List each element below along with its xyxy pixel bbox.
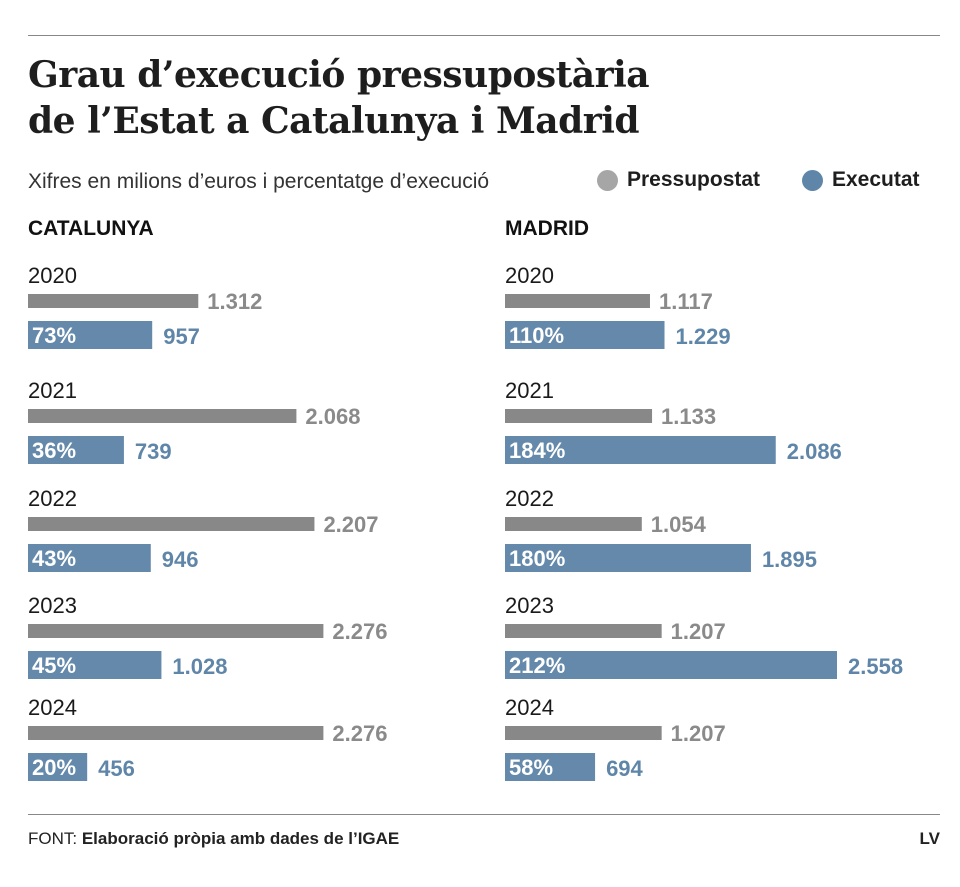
executed-bar-madrid-2021 (505, 436, 776, 464)
budget-bar-catalunya-2022 (28, 517, 315, 531)
budget-value-madrid-2020: 1.117 (659, 289, 713, 314)
budget-value-madrid-2024: 1.207 (671, 721, 726, 746)
year-label-catalunya-2024: 2024 (28, 695, 77, 720)
year-label-madrid-2024: 2024 (505, 695, 554, 720)
executed-bar-madrid-2022 (505, 544, 751, 572)
budget-bar-catalunya-2024 (28, 726, 324, 740)
title-line-2: de l’Estat a Catalunya i Madrid (28, 100, 640, 142)
execution-pct-catalunya-2020: 73% (32, 323, 76, 348)
executed-bar-catalunya-2023 (28, 651, 162, 679)
execution-pct-catalunya-2022: 43% (32, 546, 76, 571)
chart-subtitle: Xifres en milions d’euros i percentatge … (28, 170, 490, 193)
execution-pct-madrid-2022: 180% (509, 546, 565, 571)
executed-value-catalunya-2020: 957 (163, 324, 200, 349)
executed-bar-catalunya-2021 (28, 436, 124, 464)
year-label-madrid-2023: 2023 (505, 593, 554, 618)
executed-bar-catalunya-2024 (28, 753, 88, 781)
source-text: Elaboració pròpia amb dades de l’IGAE (81, 829, 400, 848)
executed-bar-madrid-2023 (505, 651, 837, 679)
bottom-rule (28, 814, 940, 815)
legend-budget-label: Pressupostat (627, 168, 761, 191)
year-label-catalunya-2021: 2021 (28, 378, 77, 403)
executed-bar-madrid-2024 (505, 753, 596, 781)
executed-value-madrid-2020: 1.229 (676, 324, 731, 349)
title-line-1: Grau d’execució pressupostària (28, 54, 650, 96)
source-prefix: FONT: (28, 829, 78, 848)
top-rule (28, 35, 940, 36)
executed-value-catalunya-2021: 739 (135, 439, 172, 464)
legend-executed: Executat (802, 168, 920, 192)
year-label-catalunya-2020: 2020 (28, 263, 77, 288)
region-title-madrid: MADRID (505, 217, 589, 240)
source-note: FONT: Elaboració pròpia amb dades de l’I… (28, 829, 399, 849)
execution-pct-madrid-2023: 212% (509, 653, 565, 678)
executed-value-madrid-2021: 2.086 (787, 439, 842, 464)
budget-value-madrid-2023: 1.207 (671, 619, 726, 644)
legend-budget-swatch (597, 169, 618, 191)
region-title-catalunya: CATALUNYA (28, 217, 154, 240)
year-label-madrid-2021: 2021 (505, 378, 554, 403)
budget-value-madrid-2021: 1.133 (661, 404, 716, 429)
budget-value-catalunya-2022: 2.207 (323, 512, 378, 537)
executed-bar-catalunya-2020 (28, 321, 153, 349)
budget-value-catalunya-2024: 2.276 (332, 721, 387, 746)
executed-value-madrid-2022: 1.895 (762, 547, 817, 572)
budget-bar-catalunya-2021 (28, 409, 297, 423)
budget-bar-catalunya-2023 (28, 624, 324, 638)
budget-bar-madrid-2021 (505, 409, 653, 423)
executed-value-catalunya-2022: 946 (162, 547, 199, 572)
budget-bar-madrid-2022 (505, 517, 642, 531)
executed-value-catalunya-2023: 1.028 (172, 654, 227, 679)
executed-bar-madrid-2020 (505, 321, 665, 349)
budget-value-catalunya-2020: 1.312 (207, 289, 262, 314)
year-label-madrid-2022: 2022 (505, 486, 554, 511)
legend-executed-swatch (802, 169, 823, 191)
execution-pct-madrid-2024: 58% (509, 755, 553, 780)
execution-pct-catalunya-2024: 20% (32, 755, 76, 780)
budget-bar-madrid-2023 (505, 624, 662, 638)
execution-pct-catalunya-2023: 45% (32, 653, 76, 678)
budget-bar-madrid-2020 (505, 294, 650, 308)
execution-pct-madrid-2021: 184% (509, 438, 565, 463)
chart-title: Grau d’execució pressupostària de l’Esta… (28, 52, 650, 144)
execution-pct-catalunya-2021: 36% (32, 438, 76, 463)
year-label-catalunya-2022: 2022 (28, 486, 77, 511)
executed-value-madrid-2024: 694 (606, 756, 643, 781)
budget-value-catalunya-2021: 2.068 (305, 404, 360, 429)
budget-value-madrid-2022: 1.054 (651, 512, 707, 537)
executed-value-catalunya-2024: 456 (98, 756, 135, 781)
year-label-catalunya-2023: 2023 (28, 593, 77, 618)
year-label-madrid-2020: 2020 (505, 263, 554, 288)
legend-budget: Pressupostat (597, 168, 760, 192)
budget-bar-catalunya-2020 (28, 294, 199, 308)
budget-value-catalunya-2023: 2.276 (332, 619, 387, 644)
legend-executed-label: Executat (832, 168, 920, 191)
execution-pct-madrid-2020: 110% (509, 323, 564, 348)
budget-bar-madrid-2024 (505, 726, 662, 740)
executed-bar-catalunya-2022 (28, 544, 151, 572)
executed-value-madrid-2023: 2.558 (848, 654, 903, 679)
brand-logo: LV (919, 829, 940, 848)
